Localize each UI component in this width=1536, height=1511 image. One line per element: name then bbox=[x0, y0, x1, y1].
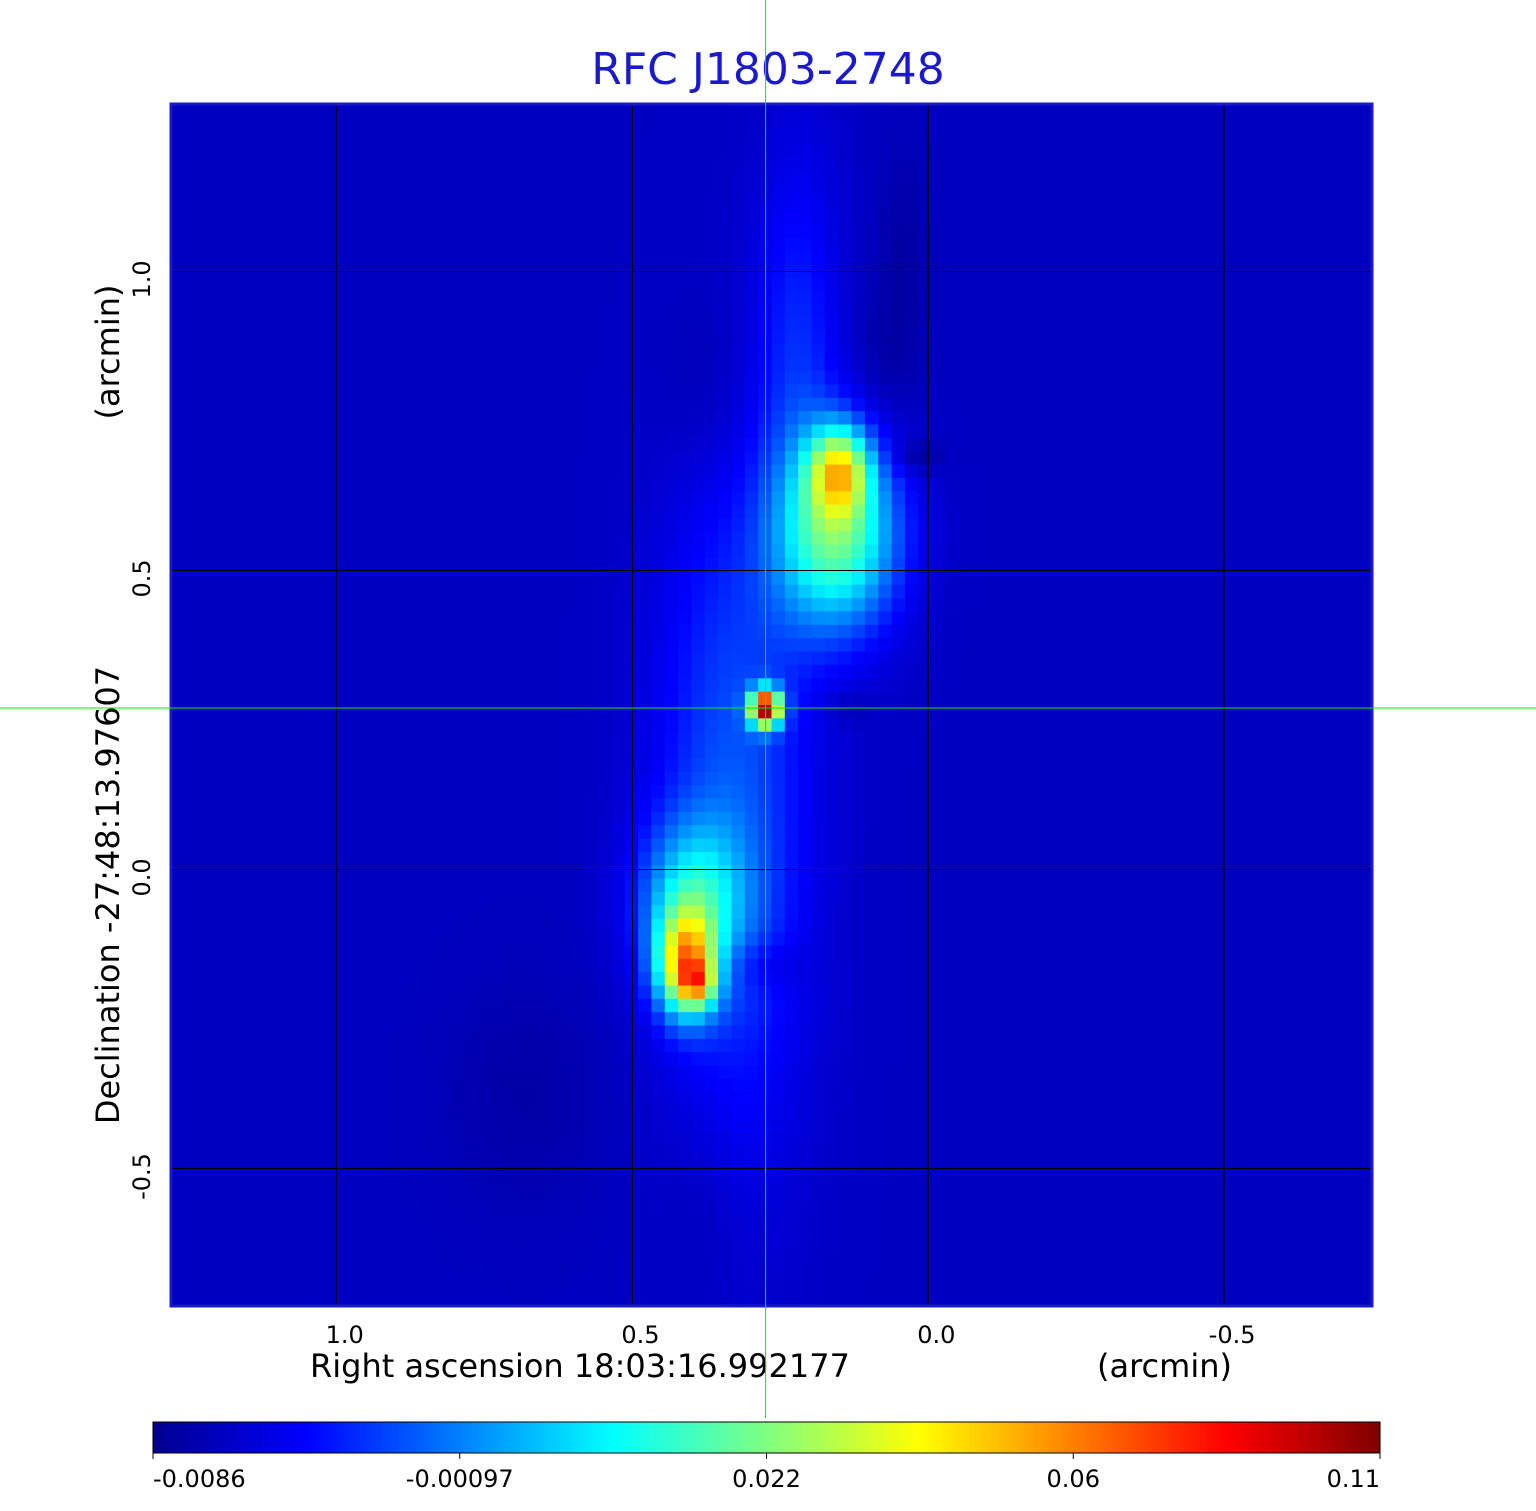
x-tick-labels: 1.0 0.5 0.0 -0.5 bbox=[326, 1321, 1256, 1349]
y-axis-label: Declination -27:48:13.97607 bbox=[89, 666, 127, 1124]
y-tick-label: 1.0 bbox=[128, 260, 156, 298]
colorbar bbox=[152, 1421, 1381, 1454]
x-tick-label: 0.5 bbox=[621, 1321, 659, 1349]
colorbar-tick-label: 0.022 bbox=[732, 1465, 801, 1493]
x-tick-label: 1.0 bbox=[326, 1321, 364, 1349]
x-axis-label: Right ascension 18:03:16.992177 bbox=[310, 1347, 850, 1385]
x-tick-label: 0.0 bbox=[917, 1321, 955, 1349]
colorbar-tick-label: 0.11 bbox=[1327, 1465, 1380, 1493]
plot-frame bbox=[169, 102, 1374, 1308]
x-axis-unit: (arcmin) bbox=[1097, 1347, 1232, 1385]
y-tick-label: 0.5 bbox=[128, 559, 156, 597]
crosshair bbox=[0, 0, 1536, 1418]
colorbar-tick-labels: -0.0086 -0.00097 0.022 0.06 0.11 bbox=[152, 1453, 1381, 1493]
y-tick-label: 0.0 bbox=[128, 858, 156, 896]
y-tick-labels: 1.0 0.5 0.0 -0.5 bbox=[128, 260, 156, 1200]
grid-lines bbox=[171, 104, 1372, 1306]
heatmap-image bbox=[171, 104, 1372, 1306]
y-axis-unit: (arcmin) bbox=[89, 285, 127, 420]
colorbar-tick-label: -0.0086 bbox=[153, 1465, 246, 1493]
chart-title: RFC J1803-2748 bbox=[591, 44, 945, 95]
colorbar-tick-label: 0.06 bbox=[1047, 1465, 1100, 1493]
y-tick-label: -0.5 bbox=[128, 1153, 156, 1200]
x-tick-label: -0.5 bbox=[1209, 1321, 1256, 1349]
colorbar-tick-label: -0.00097 bbox=[406, 1465, 514, 1493]
